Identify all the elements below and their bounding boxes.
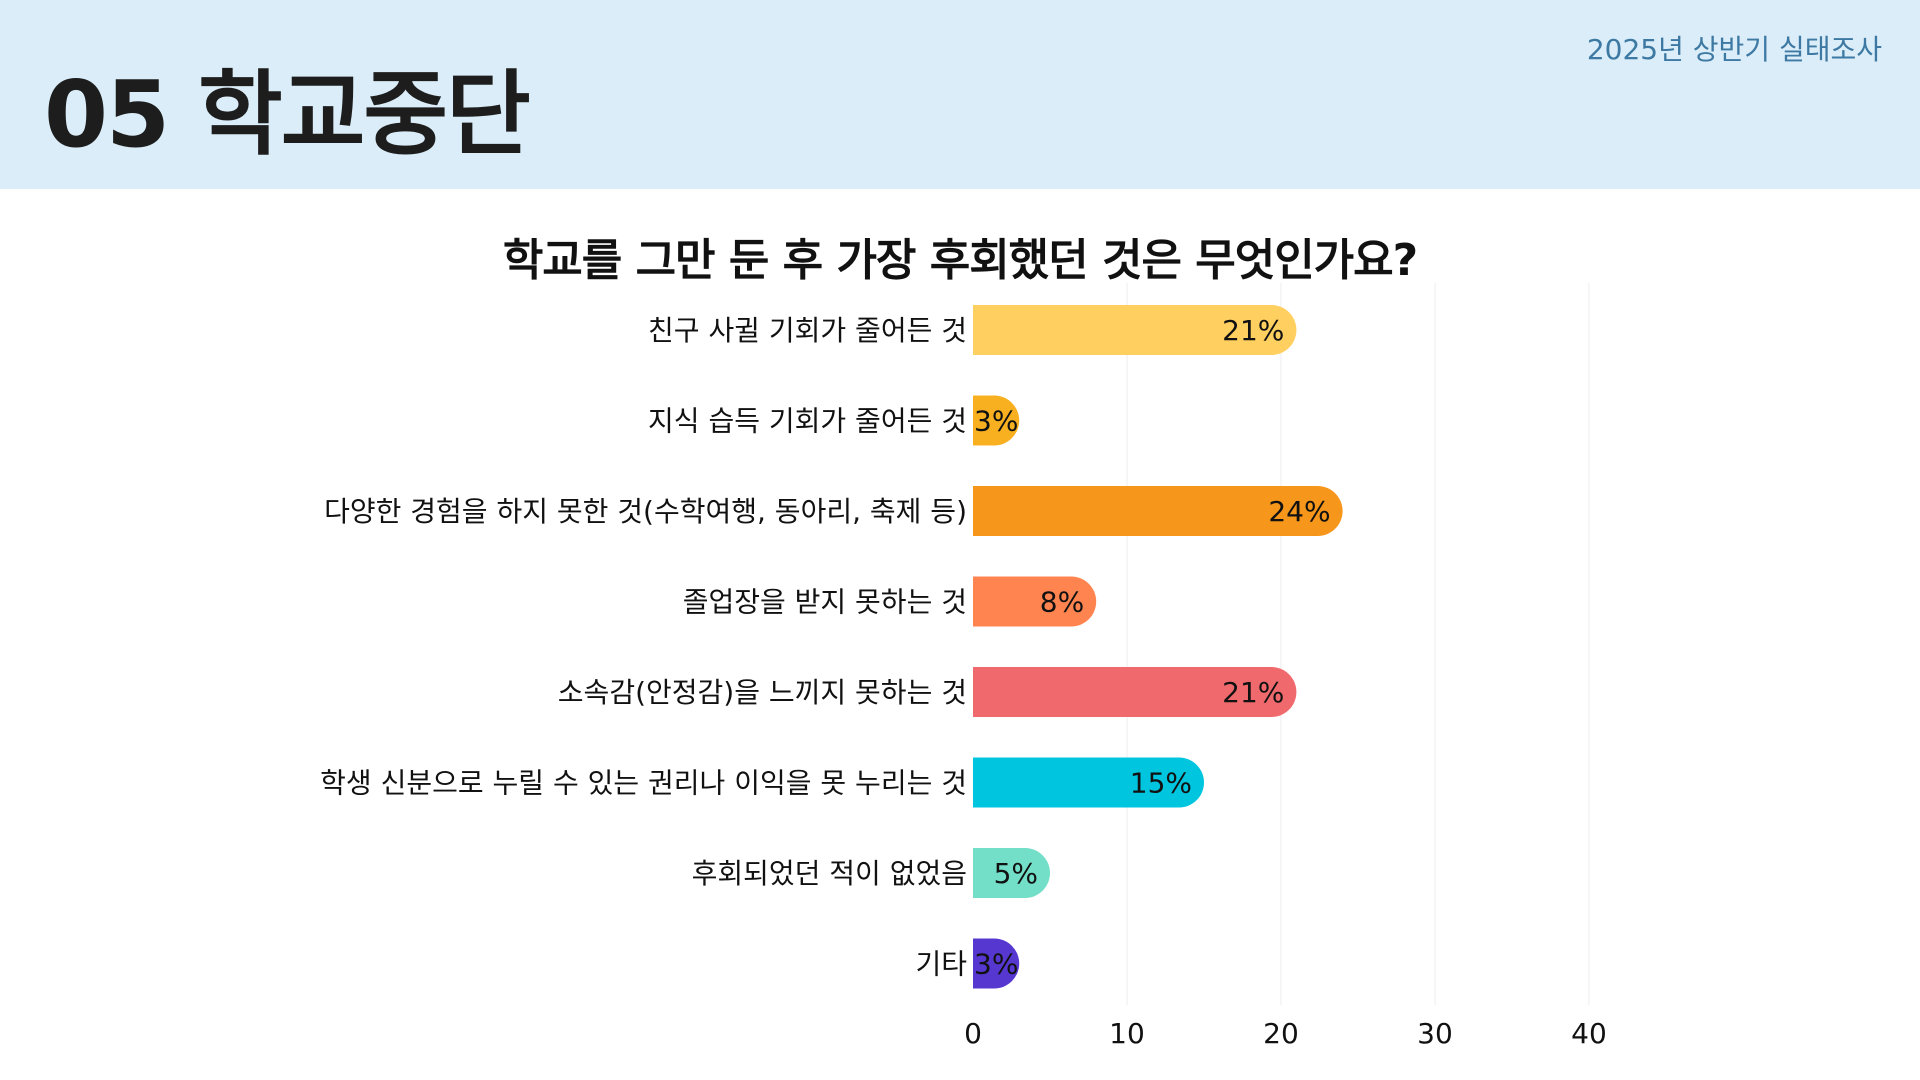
value-label-3: 8% (1040, 586, 1084, 619)
bar-4 (973, 667, 1297, 717)
category-label-0: 친구 사귈 기회가 줄어든 것 (648, 314, 967, 347)
bar-2 (973, 486, 1343, 536)
value-label-2: 24% (1268, 495, 1330, 528)
value-label-5: 15% (1130, 767, 1192, 800)
x-axis-ticks: 0 10 20 30 40 (964, 1017, 1607, 1050)
x-tick-label-40: 40 (1571, 1017, 1607, 1050)
value-label-7: 3% (974, 948, 1018, 981)
category-label-6: 후회되었던 적이 없었음 (692, 857, 967, 890)
category-label-4: 소속감(안정감)을 느끼지 못하는 것 (558, 676, 967, 709)
bar-5 (973, 757, 1204, 808)
x-tick-label-30: 30 (1417, 1017, 1453, 1050)
bar-7 (973, 938, 1020, 989)
bar-3 (973, 576, 1097, 627)
bar-1 (973, 395, 1020, 446)
value-label-4: 21% (1222, 676, 1284, 709)
header-banner: 05 학교중단 2025년 상반기 실태조사 (0, 0, 1920, 189)
category-label-1: 지식 습득 기회가 줄어든 것 (648, 405, 967, 438)
bar-0 (973, 305, 1297, 355)
category-label-3: 졸업장을 받지 못하는 것 (683, 586, 967, 619)
value-label-0: 21% (1222, 314, 1284, 347)
gridlines (1126, 283, 1590, 1005)
value-label-6: 5% (994, 857, 1038, 890)
category-label-7: 기타 (915, 948, 967, 981)
x-tick-label-20: 20 (1263, 1017, 1299, 1050)
value-label-1: 3% (974, 405, 1018, 438)
x-tick-label-0: 0 (964, 1017, 982, 1050)
value-labels: 21% 3% 24% 8% 21% 15% 5% 3% (974, 314, 1331, 981)
chart-title: 학교를 그만 둔 후 가장 후회했던 것은 무엇인가요? (502, 235, 1418, 286)
category-label-5: 학생 신분으로 누릴 수 있는 권리나 이익을 못 누리는 것 (320, 767, 967, 800)
x-tick-label-10: 10 (1109, 1017, 1145, 1050)
bar-6 (973, 848, 1050, 898)
survey-label: 2025년 상반기 실태조사 (1586, 33, 1882, 66)
section-title: 05 학교중단 (44, 61, 531, 168)
category-label-2: 다양한 경험을 하지 못한 것(수학여행, 동아리, 축제 등) (324, 495, 967, 528)
bars (973, 305, 1343, 989)
